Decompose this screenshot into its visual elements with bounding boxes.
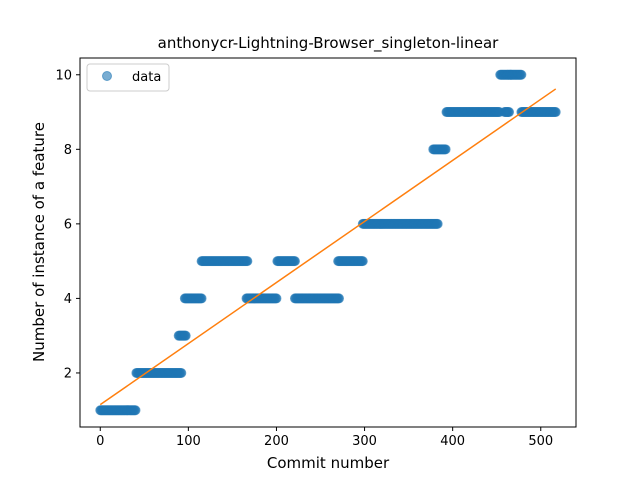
x-tick-label: 300 xyxy=(352,434,377,449)
data-point xyxy=(432,218,443,229)
data-point xyxy=(440,144,451,155)
y-axis-ticks: 2 4 6 8 10 xyxy=(55,68,80,381)
y-tick-label: 10 xyxy=(55,68,72,83)
y-tick-label: 4 xyxy=(64,292,72,307)
x-tick-label: 400 xyxy=(440,434,465,449)
data-point xyxy=(271,293,282,304)
legend-marker-data xyxy=(102,71,112,81)
y-tick-label: 8 xyxy=(64,143,72,158)
fit-line xyxy=(99,88,557,406)
data-point xyxy=(516,69,527,80)
x-tick-label: 100 xyxy=(176,434,201,449)
legend-label-data: data xyxy=(132,70,161,85)
x-axis-label: Commit number xyxy=(267,454,390,472)
y-axis-label: Number of instance of a feature xyxy=(30,122,48,362)
fit-line-segment xyxy=(99,88,557,406)
data-point xyxy=(289,256,300,267)
data-point xyxy=(357,256,368,267)
legend-box xyxy=(86,63,170,92)
plot-frame xyxy=(79,57,577,428)
x-axis-ticks: 0 100 200 300 400 500 xyxy=(96,427,553,449)
data-point xyxy=(130,405,141,416)
y-tick-label: 6 xyxy=(64,217,72,232)
data-point xyxy=(196,293,207,304)
x-tick-label: 200 xyxy=(264,434,289,449)
chart-title: anthonycr-Lightning-Browser_singleton-li… xyxy=(158,34,499,53)
data-point xyxy=(180,330,191,341)
x-tick-label: 500 xyxy=(528,434,553,449)
x-tick-label: 0 xyxy=(96,434,104,449)
y-tick-label: 2 xyxy=(64,366,72,381)
data-point xyxy=(334,293,345,304)
legend: data xyxy=(86,63,170,92)
data-point xyxy=(550,107,561,118)
data-point xyxy=(504,107,515,118)
data-point xyxy=(242,256,253,267)
data-point xyxy=(176,367,187,378)
